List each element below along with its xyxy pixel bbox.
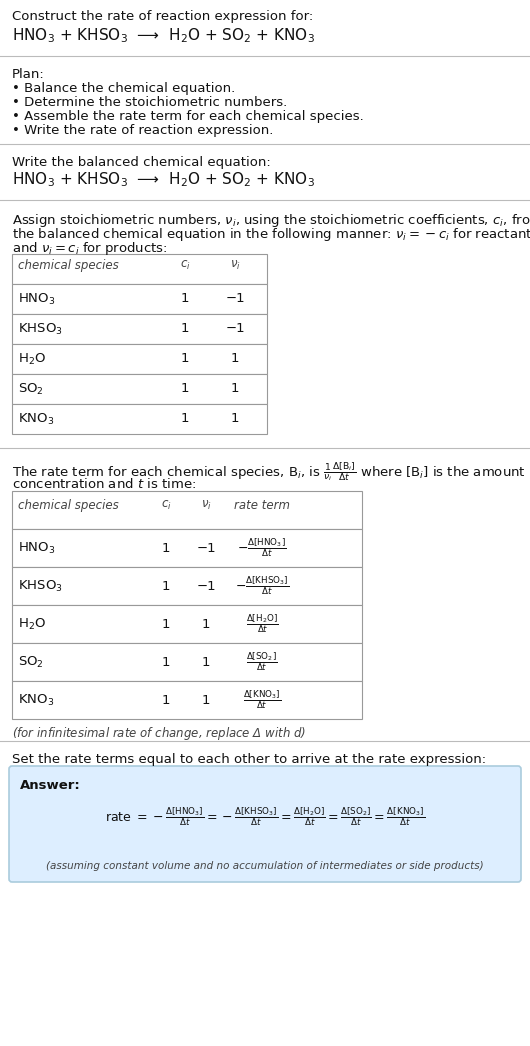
Text: $\nu_i$: $\nu_i$ [200, 499, 211, 513]
Text: concentration and $t$ is time:: concentration and $t$ is time: [12, 477, 196, 491]
Text: 1: 1 [162, 542, 170, 554]
Text: SO$_2$: SO$_2$ [18, 655, 44, 669]
Text: 1: 1 [202, 693, 210, 706]
Text: chemical species: chemical species [18, 499, 119, 511]
Text: 1: 1 [162, 579, 170, 592]
Text: H$_2$O: H$_2$O [18, 616, 46, 632]
Text: 1: 1 [162, 617, 170, 631]
Text: −1: −1 [225, 292, 245, 305]
Text: 1: 1 [231, 412, 239, 425]
Text: −1: −1 [225, 322, 245, 335]
Text: $\frac{\Delta[\mathrm{SO_2}]}{\Delta t}$: $\frac{\Delta[\mathrm{SO_2}]}{\Delta t}$ [246, 651, 278, 674]
Text: chemical species: chemical species [18, 259, 119, 272]
Text: rate $= -\frac{\Delta[\mathrm{HNO_3}]}{\Delta t} = -\frac{\Delta[\mathrm{KHSO_3}: rate $= -\frac{\Delta[\mathrm{HNO_3}]}{\… [105, 805, 425, 828]
Text: KHSO$_3$: KHSO$_3$ [18, 322, 63, 337]
Text: Set the rate terms equal to each other to arrive at the rate expression:: Set the rate terms equal to each other t… [12, 753, 486, 766]
Text: HNO$_3$ + KHSO$_3$  ⟶  H$_2$O + SO$_2$ + KNO$_3$: HNO$_3$ + KHSO$_3$ ⟶ H$_2$O + SO$_2$ + K… [12, 170, 315, 188]
Text: HNO$_3$: HNO$_3$ [18, 541, 56, 555]
Text: HNO$_3$ + KHSO$_3$  ⟶  H$_2$O + SO$_2$ + KNO$_3$: HNO$_3$ + KHSO$_3$ ⟶ H$_2$O + SO$_2$ + K… [12, 26, 315, 45]
Text: $-\frac{\Delta[\mathrm{KHSO_3}]}{\Delta t}$: $-\frac{\Delta[\mathrm{KHSO_3}]}{\Delta … [235, 574, 289, 597]
Bar [12, 254, 267, 285]
Text: $\frac{\Delta[\mathrm{KNO_3}]}{\Delta t}$: $\frac{\Delta[\mathrm{KNO_3}]}{\Delta t}… [243, 688, 281, 711]
Text: SO$_2$: SO$_2$ [18, 382, 44, 397]
Bar [12, 374, 267, 404]
Text: KNO$_3$: KNO$_3$ [18, 692, 54, 707]
Text: Assign stoichiometric numbers, $\nu_i$, using the stoichiometric coefficients, $: Assign stoichiometric numbers, $\nu_i$, … [12, 212, 530, 229]
Text: 1: 1 [202, 656, 210, 668]
Bar [12, 529, 362, 567]
Text: −1: −1 [196, 579, 216, 592]
Text: −1: −1 [196, 542, 216, 554]
Text: rate term: rate term [234, 499, 290, 511]
Bar [12, 344, 267, 374]
Text: $\nu_i$: $\nu_i$ [229, 259, 241, 272]
Bar [12, 404, 267, 434]
Text: • Balance the chemical equation.: • Balance the chemical equation. [12, 82, 235, 95]
Bar [12, 681, 362, 719]
Text: H$_2$O: H$_2$O [18, 353, 46, 367]
Text: • Assemble the rate term for each chemical species.: • Assemble the rate term for each chemic… [12, 110, 364, 123]
Bar [12, 491, 362, 529]
Text: Answer:: Answer: [20, 779, 81, 792]
Text: (assuming constant volume and no accumulation of intermediates or side products): (assuming constant volume and no accumul… [46, 861, 484, 871]
Text: $c_i$: $c_i$ [161, 499, 171, 513]
Text: • Write the rate of reaction expression.: • Write the rate of reaction expression. [12, 124, 273, 137]
Text: 1: 1 [162, 693, 170, 706]
Text: 1: 1 [181, 322, 189, 335]
Text: Construct the rate of reaction expression for:: Construct the rate of reaction expressio… [12, 10, 313, 23]
Bar [12, 285, 267, 314]
Text: Write the balanced chemical equation:: Write the balanced chemical equation: [12, 156, 271, 169]
Text: the balanced chemical equation in the following manner: $\nu_i = -c_i$ for react: the balanced chemical equation in the fo… [12, 226, 530, 243]
Bar [12, 605, 362, 643]
Text: 1: 1 [181, 412, 189, 425]
Bar [12, 314, 267, 344]
Text: 1: 1 [202, 617, 210, 631]
Text: The rate term for each chemical species, B$_i$, is $\frac{1}{\nu_i}\frac{\Delta[: The rate term for each chemical species,… [12, 460, 526, 483]
Text: 1: 1 [231, 353, 239, 365]
Text: $-\frac{\Delta[\mathrm{HNO_3}]}{\Delta t}$: $-\frac{\Delta[\mathrm{HNO_3}]}{\Delta t… [237, 537, 287, 560]
Text: KNO$_3$: KNO$_3$ [18, 412, 54, 427]
Text: Plan:: Plan: [12, 68, 45, 81]
Text: HNO$_3$: HNO$_3$ [18, 292, 56, 308]
Text: (for infinitesimal rate of change, replace Δ with $d$): (for infinitesimal rate of change, repla… [12, 725, 306, 742]
Bar [12, 567, 362, 605]
Text: 1: 1 [231, 382, 239, 395]
Text: KHSO$_3$: KHSO$_3$ [18, 578, 63, 593]
Text: $\frac{\Delta[\mathrm{H_2O}]}{\Delta t}$: $\frac{\Delta[\mathrm{H_2O}]}{\Delta t}$ [246, 613, 278, 635]
Text: 1: 1 [181, 292, 189, 305]
Text: • Determine the stoichiometric numbers.: • Determine the stoichiometric numbers. [12, 96, 287, 109]
Text: $c_i$: $c_i$ [180, 259, 190, 272]
Text: 1: 1 [181, 382, 189, 395]
Text: 1: 1 [162, 656, 170, 668]
Text: and $\nu_i = c_i$ for products:: and $\nu_i = c_i$ for products: [12, 240, 167, 257]
Bar [12, 643, 362, 681]
FancyBboxPatch shape [9, 766, 521, 882]
Text: 1: 1 [181, 353, 189, 365]
